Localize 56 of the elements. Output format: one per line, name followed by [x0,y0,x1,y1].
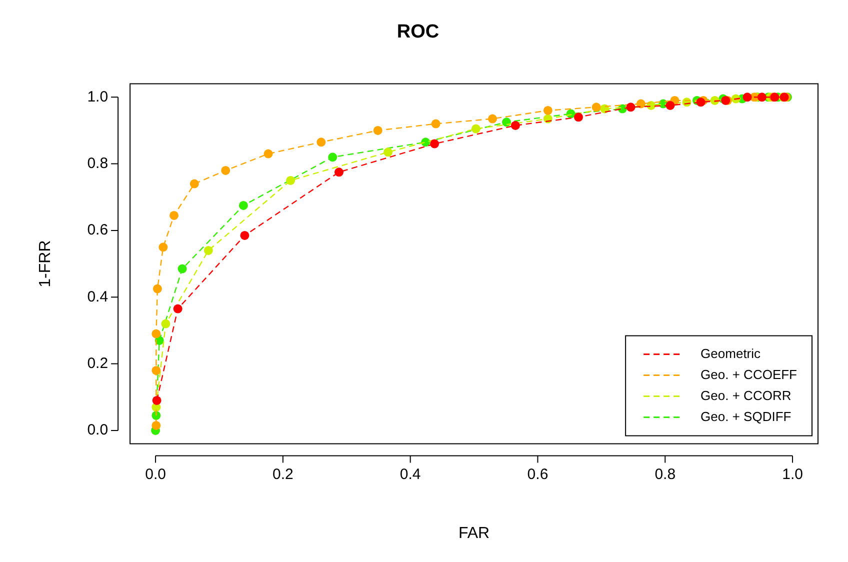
point [334,168,344,177]
point [502,118,512,127]
point [431,119,440,128]
point [316,138,326,147]
x-tick-label: 0.8 [654,466,676,483]
point [636,99,646,108]
y-tick-label: 0.4 [87,288,108,306]
point [204,246,213,255]
point [328,152,338,162]
point [696,98,706,107]
point [626,102,636,112]
legend-label: Geo. + SQDIFF [700,408,792,424]
legend-label: Geo. + CCORR [700,388,792,403]
point [178,264,187,274]
point [152,366,161,375]
point [592,102,601,112]
y-axis-title: 1-FRR [37,240,54,288]
point [286,176,296,185]
point [757,92,766,102]
point [240,230,250,240]
point [152,329,161,338]
point [173,304,182,314]
point [488,114,497,124]
point [666,100,675,110]
point [430,139,440,148]
point [742,92,752,102]
point [190,179,199,188]
point [158,242,168,252]
y-tick-label: 0.0 [87,422,108,439]
x-axis-title: FAR [458,524,490,542]
x-tick-label: 0.4 [400,466,421,483]
x-tick-label: 0.6 [527,466,548,483]
y-tick-label: 0.6 [87,222,108,239]
legend-label: Geo. + CCOEFF [700,366,798,382]
point [373,126,382,135]
point [574,112,583,122]
chart-title: ROC [396,22,440,43]
x-tick-label: 0.2 [272,466,294,483]
y-tick-label: 0.8 [87,154,108,172]
point [152,284,162,294]
point [161,319,170,328]
y-tick-label: 1.0 [87,88,108,106]
point [152,396,162,405]
point [543,106,552,115]
point [152,420,161,430]
point [170,210,179,220]
point [384,148,393,157]
x-tick-label: 1.0 [782,466,803,483]
point [510,120,520,130]
x-tick-label: 0.0 [145,466,166,483]
point [471,124,480,134]
point [264,149,273,158]
legend-label: Geometric [700,346,762,361]
y-tick-label: 0.2 [87,354,108,372]
point [238,200,248,210]
point [221,166,230,175]
